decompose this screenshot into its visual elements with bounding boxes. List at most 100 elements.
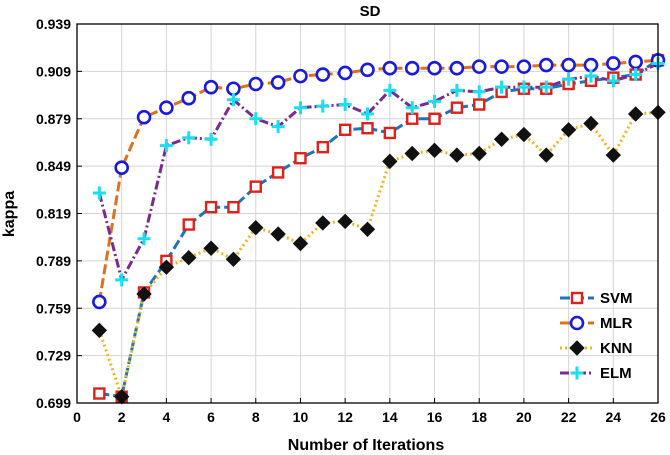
data-point-elm [115, 273, 129, 287]
data-point-knn [471, 145, 487, 162]
data-point-mlr [382, 60, 398, 76]
data-point-mlr [516, 59, 532, 74]
data-point-elm [338, 98, 352, 112]
data-point-svm [338, 123, 352, 137]
data-point-elm [428, 94, 442, 108]
data-point-svm [383, 126, 397, 140]
data-point-svm [294, 152, 307, 165]
legend-label-knn: KNN [600, 340, 633, 357]
data-point-svm [450, 101, 464, 114]
data-point-mlr [427, 60, 442, 76]
data-point-elm [182, 131, 196, 145]
data-point-svm [227, 200, 240, 214]
legend-label-elm: ELM [600, 365, 632, 382]
data-point-elm [316, 99, 330, 113]
data-point-mlr [337, 65, 353, 81]
data-point-knn [382, 153, 398, 170]
data-point-elm [606, 74, 620, 88]
x-tick-label: 8 [252, 409, 260, 425]
data-point-mlr [114, 160, 129, 176]
data-point-knn [248, 220, 264, 236]
data-point-elm [361, 107, 374, 121]
data-point-knn [583, 115, 599, 132]
data-point-svm [428, 112, 441, 125]
data-point-elm [137, 232, 151, 246]
data-point-knn [493, 131, 510, 147]
data-point-knn [113, 388, 130, 405]
data-point-elm [204, 132, 218, 146]
data-point-knn [605, 147, 622, 163]
y-tick-label: 0.729 [36, 348, 71, 364]
data-point-elm [92, 186, 106, 200]
data-point-knn [560, 122, 577, 138]
y-tick-label: 0.759 [36, 300, 71, 316]
legend-marker-knn [569, 340, 585, 356]
x-tick-label: 12 [337, 409, 353, 425]
data-point-mlr [471, 59, 487, 74]
x-tick-label: 2 [118, 409, 126, 425]
x-tick-label: 10 [293, 409, 309, 425]
x-axis-label: Number of Iterations [288, 437, 445, 454]
axis-ticks: 0 2 4 6 8 10 12 14 16 18 20 22 24 260.6990.7290.7590.… [36, 16, 666, 425]
x-tick-label: 22 [561, 409, 577, 425]
y-tick-label: 0.789 [36, 253, 71, 269]
data-point-elm [495, 80, 509, 94]
legend-marker-mlr [569, 315, 585, 331]
data-point-mlr [159, 100, 174, 115]
data-point-mlr [538, 57, 554, 73]
x-tick-label: 14 [382, 409, 398, 425]
data-point-knn [136, 286, 152, 302]
data-point-mlr [606, 56, 621, 71]
x-tick-label: 6 [207, 409, 215, 425]
data-point-elm [539, 80, 553, 94]
data-point-elm [249, 112, 263, 126]
data-point-elm [517, 80, 531, 94]
data-point-mlr [181, 90, 197, 106]
data-point-knn [538, 147, 554, 163]
y-tick-label: 0.699 [36, 395, 71, 411]
y-tick-label: 0.879 [36, 111, 71, 127]
data-point-knn [292, 235, 309, 252]
data-point-knn [404, 145, 420, 162]
data-point-elm [383, 83, 397, 97]
data-point-knn [225, 251, 242, 268]
data-point-mlr [561, 57, 576, 73]
x-tick-label: 16 [427, 409, 443, 425]
legend-marker-elm [570, 366, 584, 380]
y-tick-label: 0.849 [36, 158, 71, 174]
x-tick-label: 26 [650, 409, 666, 425]
data-point-mlr [360, 62, 375, 78]
data-point-elm [271, 120, 285, 134]
data-point-elm [450, 83, 464, 97]
data-point-svm [316, 140, 330, 154]
x-tick-label: 0 [73, 409, 81, 425]
data-point-knn [359, 221, 376, 237]
data-point-knn [270, 226, 286, 242]
data-point-mlr [226, 81, 241, 97]
data-point-elm [293, 101, 307, 115]
series-markers [91, 53, 666, 405]
x-tick-label: 4 [162, 409, 170, 425]
data-point-mlr [136, 109, 152, 125]
data-point-knn [158, 259, 175, 275]
data-point-knn [516, 126, 532, 143]
y-tick-label: 0.909 [36, 63, 71, 79]
data-point-mlr [494, 59, 509, 74]
series-line-knn [97, 110, 659, 399]
y-tick-label: 0.819 [36, 206, 71, 222]
data-point-elm [472, 85, 486, 99]
data-point-knn [181, 250, 197, 266]
data-point-elm [405, 101, 419, 115]
data-point-mlr [628, 54, 643, 70]
data-point-elm [629, 68, 643, 82]
data-point-knn [449, 147, 465, 163]
data-point-elm [226, 93, 240, 107]
data-point-mlr [404, 60, 420, 76]
data-point-knn [91, 322, 108, 339]
data-point-mlr [248, 76, 264, 92]
data-point-svm [405, 112, 419, 125]
data-point-svm [204, 200, 218, 214]
x-tick-label: 18 [471, 409, 487, 425]
data-point-knn [426, 142, 443, 159]
